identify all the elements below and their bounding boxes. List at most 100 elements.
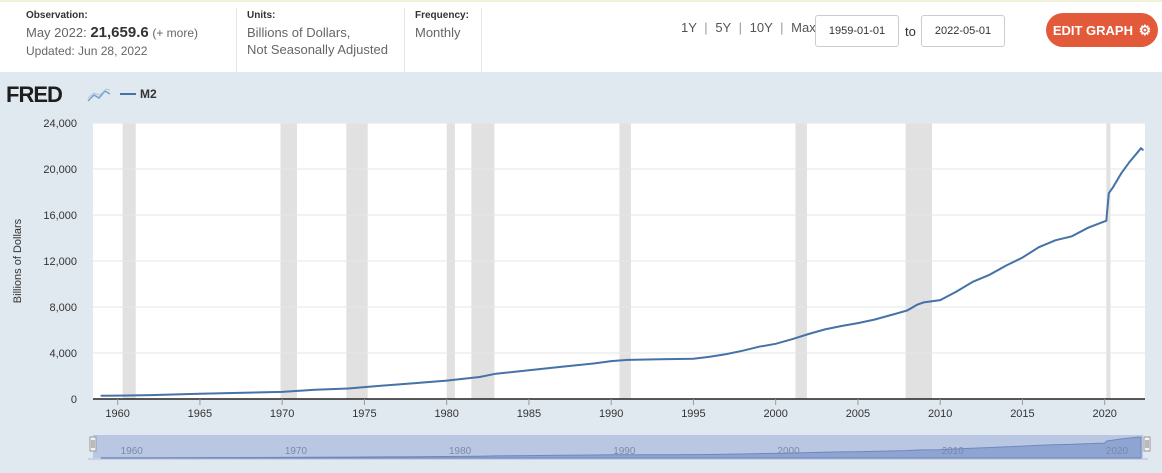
navigator-area (100, 436, 1142, 459)
data-point (774, 343, 777, 345)
range-1y-link[interactable]: 1Y (681, 20, 697, 35)
x-tick-label: 1980 (434, 408, 458, 420)
data-point (1140, 147, 1142, 150)
divider (481, 8, 482, 72)
observation-value: 21,659.6 (90, 24, 149, 41)
data-point (1136, 151, 1139, 154)
observation-more-link[interactable]: (+ more) (152, 26, 199, 40)
navigator-tick-label: 1960 (121, 446, 144, 457)
data-point (100, 394, 103, 397)
range-separator: | (738, 20, 742, 35)
data-point (709, 355, 711, 358)
x-tick-label: 2010 (928, 408, 952, 420)
data-point (380, 384, 382, 387)
data-point (314, 389, 316, 391)
range-separator: | (704, 20, 708, 35)
units-line-2: Not Seasonally Adjusted (247, 42, 388, 57)
top-accent-line (0, 0, 1162, 2)
top-info-bar: Observation: May 2022: 21,659.6 (+ more)… (0, 0, 1162, 72)
x-tick-label: 1990 (599, 408, 623, 420)
data-point (791, 338, 793, 341)
y-tick-label: 16,000 (43, 210, 77, 222)
data-point (741, 349, 744, 352)
x-tick-label: 2000 (763, 408, 787, 420)
data-point (857, 322, 859, 324)
end-date-input[interactable]: 2022-05-01 (921, 15, 1005, 47)
x-tick-label: 2015 (1010, 408, 1034, 420)
x-tick-label: 1965 (188, 408, 212, 420)
observation-period: May 2022: (26, 25, 87, 40)
edit-graph-button[interactable]: EDIT GRAPH ⚙ (1046, 13, 1158, 47)
data-point (916, 303, 918, 306)
range-selector: 1Y | 5Y | 10Y | Max (681, 20, 816, 35)
observation-block: Observation: May 2022: 21,659.6 (+ more)… (26, 10, 198, 60)
data-point (347, 387, 349, 390)
frequency-block: Frequency: Monthly (415, 10, 469, 41)
data-point (610, 360, 612, 362)
data-point (116, 394, 119, 397)
data-point (824, 328, 826, 331)
range-separator: | (780, 20, 784, 35)
range-5y-link[interactable]: 5Y (715, 20, 731, 35)
observation-value-row: May 2022: 21,659.6 (+ more) (26, 24, 198, 42)
data-point (478, 376, 481, 378)
data-point (1120, 172, 1122, 175)
navigator-tick-label: 1990 (613, 446, 636, 457)
navigator-tick-label: 1980 (449, 446, 472, 457)
units-block: Units: Billions of Dollars, Not Seasonal… (247, 10, 388, 58)
data-point (1102, 221, 1104, 223)
units-line-1: Billions of Dollars, (247, 25, 351, 40)
data-point (972, 280, 974, 283)
range-max-link[interactable]: Max (791, 20, 816, 35)
x-tick-label: 2020 (1092, 408, 1116, 420)
edit-graph-label: EDIT GRAPH (1052, 23, 1133, 38)
data-point (906, 309, 909, 312)
data-point (725, 353, 728, 355)
frequency-label: Frequency: (415, 10, 469, 21)
navigator-tick-label: 2020 (1106, 446, 1129, 457)
data-point (840, 325, 843, 327)
navigator-handle[interactable] (89, 436, 97, 452)
navigator-tick-label: 2000 (777, 446, 800, 457)
to-label: to (905, 24, 916, 39)
navigator-handle[interactable] (1143, 436, 1151, 452)
gear-icon: ⚙ (1138, 22, 1152, 38)
data-point (873, 318, 876, 321)
data-point (626, 359, 629, 361)
x-tick-label: 1985 (517, 408, 541, 420)
data-point (807, 333, 810, 335)
y-tick-label: 0 (71, 394, 77, 406)
x-tick-label: 1975 (352, 408, 376, 420)
data-point (149, 394, 152, 396)
data-point (659, 358, 662, 361)
data-point (528, 369, 530, 372)
x-tick-label: 1960 (105, 408, 129, 420)
data-point (1054, 239, 1057, 242)
y-tick-label: 8,000 (49, 302, 77, 314)
data-point (1021, 256, 1024, 259)
range-10y-link[interactable]: 10Y (749, 20, 773, 35)
navigator-tick-label: 1970 (285, 446, 308, 457)
updated-date: Updated: Jun 28, 2022 (26, 44, 148, 58)
data-point (988, 274, 991, 276)
start-date-input[interactable]: 1959-01-01 (815, 15, 899, 47)
data-point (1005, 264, 1007, 267)
data-point (1070, 235, 1073, 238)
data-point (939, 299, 941, 301)
data-point (890, 314, 892, 316)
legend-m2-label: M2 (140, 87, 157, 101)
legend-m2-swatch (120, 93, 136, 95)
data-point (1128, 161, 1131, 163)
data-point (199, 392, 201, 395)
data-point (1142, 149, 1144, 151)
data-point (561, 366, 563, 368)
navigator-tick-label: 2010 (942, 446, 965, 457)
data-point (922, 301, 925, 304)
y-tick-label: 20,000 (43, 164, 77, 176)
data-point (955, 290, 958, 293)
y-tick-label: 4,000 (49, 348, 77, 360)
x-tick-label: 1970 (270, 408, 294, 420)
data-point (1108, 192, 1110, 194)
observation-label: Observation: (26, 10, 88, 21)
data-point (281, 391, 283, 393)
